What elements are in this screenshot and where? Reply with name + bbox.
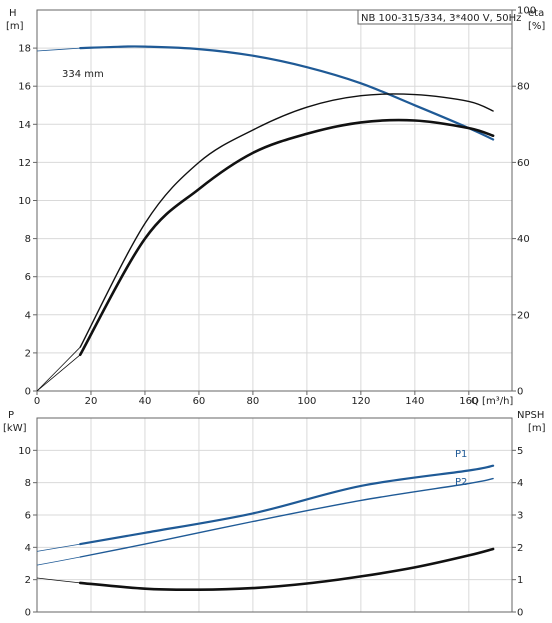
bottom-left-axis-unit: [kW]: [3, 423, 27, 434]
top-x-axis-label: Q [m³/h]: [471, 396, 513, 407]
bottom-series-0-line: [79, 464, 495, 546]
top-right-axis-unit: [%]: [528, 21, 545, 32]
bottom-left-tick-6: 6: [25, 511, 31, 522]
top-series-1-leadin: [36, 346, 81, 392]
top-right-tick-80: 80: [517, 82, 530, 93]
top-right-tick-0: 0: [517, 387, 523, 398]
bottom-right-tick-labels: 0 1 2 3 4 5: [512, 446, 523, 619]
top-x-tick-80: 80: [247, 396, 260, 407]
bottom-right-axis-label: NPSH: [517, 410, 544, 421]
chart-title: NB 100-315/334, 3*400 V, 50Hz: [361, 13, 521, 24]
top-right-tick-40: 40: [517, 234, 530, 245]
top-left-tick-10: 10: [18, 196, 31, 207]
top-left-axis-label: H: [9, 8, 17, 19]
top-series-2-leadin: [36, 354, 81, 392]
top-x-tick-160: 160: [459, 396, 478, 407]
bottom-right-tick-0: 0: [517, 608, 523, 619]
bottom-left-tick-10: 10: [18, 446, 31, 457]
top-right-tick-labels: 0 20 40 60 80 100: [512, 6, 536, 398]
top-left-tick-2: 2: [25, 348, 31, 359]
bottom-series-2-leadin: [36, 577, 81, 584]
bottom-left-tick-0: 0: [25, 608, 31, 619]
bottom-right-tick-2: 2: [517, 543, 523, 554]
series-label-p2: P2: [455, 477, 467, 488]
top-left-tick-labels: 0 2 4 6 8 10 12 14 16 18: [18, 44, 37, 398]
top-x-tick-120: 120: [351, 396, 370, 407]
top-grid: [37, 10, 512, 391]
top-left-tick-0: 0: [25, 387, 31, 398]
bottom-series-1-leadin: [36, 556, 81, 566]
top-left-tick-16: 16: [18, 82, 31, 93]
top-left-tick-6: 6: [25, 272, 31, 283]
top-left-axis-unit: [m]: [6, 21, 24, 32]
bottom-series-2-line: [78, 547, 495, 592]
top-series-2-line: [78, 118, 495, 357]
bottom-left-tick-4: 4: [25, 543, 31, 554]
top-x-tick-20: 20: [85, 396, 98, 407]
bottom-left-tick-2: 2: [25, 575, 31, 586]
bottom-series-group: [36, 464, 495, 592]
bottom-left-axis-label: P: [8, 410, 14, 421]
bottom-right-tick-5: 5: [517, 446, 523, 457]
top-x-tick-140: 140: [405, 396, 424, 407]
top-x-tick-40: 40: [139, 396, 152, 407]
top-x-tick-labels: 0 20 40 60 80 100 120 140 160: [34, 391, 478, 407]
series-label-p1: P1: [455, 449, 467, 460]
bottom-series-1-line: [79, 477, 494, 558]
bottom-right-tick-4: 4: [517, 478, 523, 489]
top-left-tick-12: 12: [18, 158, 31, 169]
top-left-tick-8: 8: [25, 234, 31, 245]
bottom-left-tick-8: 8: [25, 478, 31, 489]
top-series-1-line: [79, 93, 494, 348]
top-right-axis-label: eta: [528, 8, 544, 19]
top-series-group: [36, 45, 495, 392]
bottom-right-axis-unit: [m]: [528, 423, 546, 434]
bottom-left-tick-labels: 0 2 4 6 8 10: [18, 446, 37, 619]
bottom-grid: [37, 418, 512, 612]
top-left-tick-18: 18: [18, 44, 31, 55]
top-right-tick-100: 100: [517, 6, 536, 17]
top-series-0-line: [79, 45, 495, 141]
top-right-tick-60: 60: [517, 158, 530, 169]
top-series-0-leadin: [36, 47, 81, 52]
top-x-tick-100: 100: [297, 396, 316, 407]
series-label-334mm: 334 mm: [62, 69, 104, 80]
top-right-tick-20: 20: [517, 310, 530, 321]
title-box: [357, 9, 513, 25]
bottom-series-0-leadin: [36, 543, 81, 552]
bottom-right-tick-1: 1: [517, 575, 523, 586]
bottom-right-tick-3: 3: [517, 511, 523, 522]
top-x-tick-60: 60: [193, 396, 206, 407]
top-x-tick-0: 0: [34, 396, 40, 407]
top-left-tick-14: 14: [18, 120, 31, 131]
top-left-tick-4: 4: [25, 310, 31, 321]
